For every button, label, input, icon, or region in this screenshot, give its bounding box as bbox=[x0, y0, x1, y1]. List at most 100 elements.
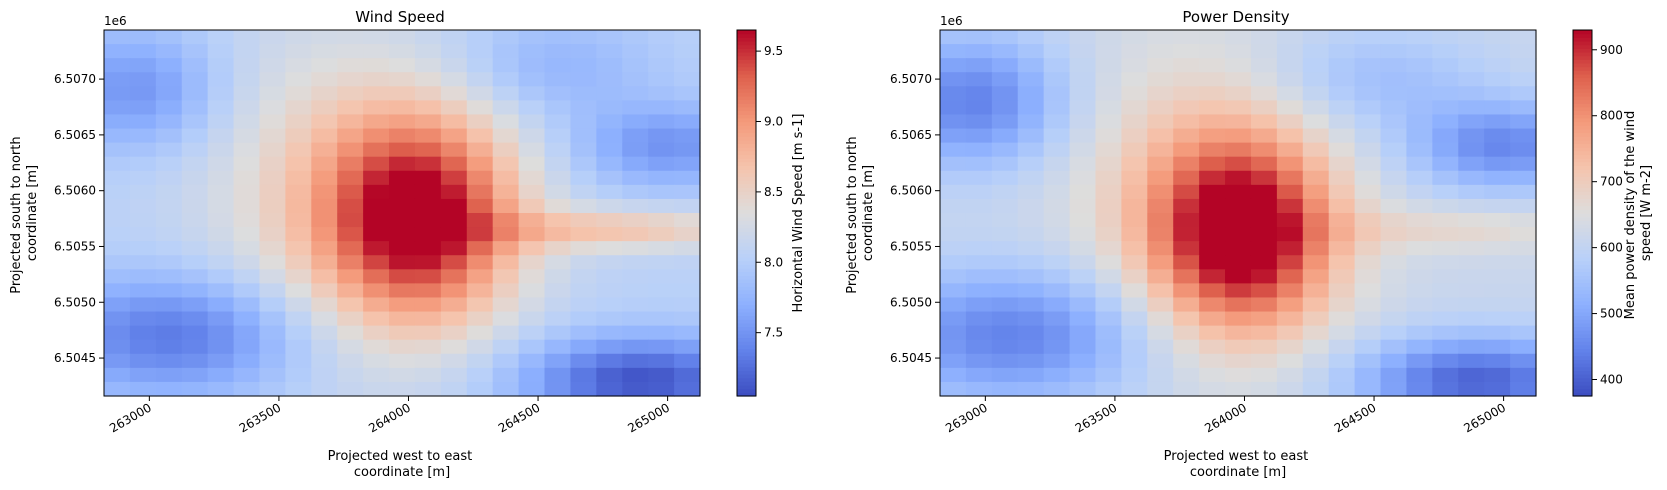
power-density-heatmap-cell bbox=[1406, 297, 1433, 313]
power-density-heatmap-cell bbox=[1484, 241, 1511, 256]
wind-speed-colorbar-label: Horizontal Wind Speed [m s-1] bbox=[791, 114, 806, 313]
power-density-heatmap-cell bbox=[1095, 353, 1122, 369]
wind-speed-heatmap-cell bbox=[389, 86, 416, 101]
power-density-heatmap-cell bbox=[1069, 381, 1097, 397]
power-density-colorbar-band bbox=[1573, 333, 1592, 339]
power-density-heatmap-cell bbox=[991, 311, 1019, 327]
power-density-heatmap-cell bbox=[1354, 283, 1382, 299]
wind-speed-heatmap-cell bbox=[363, 325, 390, 341]
wind-speed-heatmap-cell bbox=[596, 170, 623, 186]
power-density-heatmap-cell bbox=[1017, 114, 1045, 130]
power-density-heatmap-cell bbox=[1276, 283, 1304, 299]
wind-speed-heatmap-cell bbox=[207, 241, 235, 256]
power-density-heatmap-cell bbox=[1276, 241, 1304, 256]
wind-speed-heatmap-cell bbox=[518, 170, 546, 186]
power-density-heatmap-cell bbox=[1276, 381, 1304, 397]
wind-speed-heatmap-cell bbox=[337, 283, 364, 299]
power-density-heatmap-cell bbox=[1458, 269, 1485, 284]
wind-speed-heatmap-cell bbox=[674, 241, 701, 256]
wind-speed-colorbar-band bbox=[737, 223, 756, 229]
wind-speed-heatmap-cell bbox=[337, 353, 364, 369]
power-density-heatmap-cell bbox=[1432, 311, 1459, 327]
power-density-heatmap-cell bbox=[1458, 72, 1485, 87]
wind-speed-heatmap-cell bbox=[440, 367, 468, 383]
wind-speed-heatmap-cell bbox=[544, 283, 572, 299]
power-density-heatmap-cell bbox=[1069, 114, 1097, 130]
power-density-heatmap-cell bbox=[1510, 353, 1537, 369]
power-density-heatmap-cell bbox=[1302, 311, 1330, 327]
wind-speed-heatmap-cell bbox=[570, 72, 597, 87]
power-density-heatmap-cell bbox=[1380, 114, 1408, 130]
wind-speed-heatmap-cell bbox=[648, 170, 675, 186]
wind-speed-heatmap-cell bbox=[155, 100, 183, 116]
wind-speed-heatmap-cell bbox=[181, 353, 209, 369]
power-density-heatmap-cell bbox=[1380, 170, 1408, 186]
power-density-heatmap-cell bbox=[1147, 30, 1174, 45]
power-density-heatmap-cell bbox=[1250, 325, 1278, 341]
wind-speed-heatmap-cell bbox=[622, 311, 649, 327]
wind-speed-heatmap-cell bbox=[181, 156, 209, 172]
wind-speed-heatmap-cell bbox=[311, 30, 338, 45]
power-density-heatmap-cell bbox=[1199, 367, 1226, 383]
wind-speed-heatmap-cell bbox=[104, 353, 131, 369]
wind-speed-heatmap-cell bbox=[104, 311, 131, 327]
power-density-heatmap-cell bbox=[1250, 58, 1278, 73]
power-density-heatmap-cell bbox=[1225, 269, 1252, 284]
power-density-heatmap-cell bbox=[1199, 198, 1226, 214]
power-density-colorbar-band bbox=[1573, 88, 1592, 93]
wind-speed-colorbar-band bbox=[737, 183, 756, 188]
power-density-heatmap-cell bbox=[1199, 72, 1226, 87]
wind-speed-heatmap-cell bbox=[104, 381, 131, 397]
wind-speed-heatmap-cell bbox=[544, 269, 572, 284]
power-density-heatmap-cell bbox=[1017, 269, 1045, 284]
wind-speed-colorbar-tick-label: 9.5 bbox=[764, 44, 783, 58]
wind-speed-heatmap-cell bbox=[518, 156, 546, 172]
wind-speed-colorbar-band bbox=[737, 275, 756, 280]
wind-speed-heatmap-cell bbox=[155, 58, 183, 73]
wind-speed-heatmap-cell bbox=[648, 72, 675, 87]
power-density-heatmap-cell bbox=[1380, 72, 1408, 87]
wind-speed-heatmap-cell bbox=[466, 184, 494, 200]
power-density-heatmap-cell bbox=[940, 128, 967, 144]
wind-speed-heatmap-cell bbox=[466, 269, 494, 284]
power-density-heatmap-cell bbox=[1121, 86, 1148, 101]
wind-speed-heatmap-cell bbox=[104, 367, 131, 383]
wind-speed-heatmap-cell bbox=[622, 72, 649, 87]
wind-speed-colorbar-band bbox=[737, 158, 756, 163]
wind-speed-heatmap-cell bbox=[622, 367, 649, 383]
wind-speed-heatmap-cell bbox=[389, 297, 416, 313]
power-density-heatmap-cell bbox=[1121, 100, 1148, 116]
wind-speed-heatmap-cell bbox=[363, 255, 390, 270]
wind-speed-heatmap-cell bbox=[544, 339, 572, 355]
power-density-heatmap-cell bbox=[1043, 44, 1071, 59]
wind-speed-heatmap-cell bbox=[414, 86, 442, 101]
power-density-heatmap-cell bbox=[1484, 100, 1511, 116]
power-density-heatmap-cell bbox=[1458, 325, 1485, 341]
power-density-heatmap-cell bbox=[1276, 311, 1304, 327]
power-density-heatmap-cell bbox=[1510, 311, 1537, 327]
wind-speed-heatmap-cell bbox=[233, 128, 261, 144]
power-density-heatmap-cell bbox=[1328, 170, 1356, 186]
wind-speed-heatmap-cell bbox=[596, 86, 623, 101]
wind-speed-heatmap-cell bbox=[207, 213, 235, 228]
power-density-heatmap-cell bbox=[1043, 339, 1071, 355]
wind-speed-heatmap-cell bbox=[544, 44, 572, 59]
wind-speed-colorbar-band bbox=[737, 352, 756, 357]
power-density-colorbar-band bbox=[1573, 110, 1592, 115]
wind-speed-heatmap-cell bbox=[181, 325, 209, 341]
wind-speed-heatmap-cell bbox=[570, 241, 597, 256]
power-density-heatmap-cell bbox=[1380, 269, 1408, 284]
wind-speed-heatmap-cell bbox=[155, 142, 183, 158]
wind-speed-heatmap-cell bbox=[155, 170, 183, 186]
wind-speed-y-tick-label: 6.5045 bbox=[54, 351, 96, 365]
wind-speed-heatmap-cell bbox=[466, 367, 494, 383]
power-density-heatmap-cell bbox=[1302, 283, 1330, 299]
power-density-heatmap-cell bbox=[940, 297, 967, 313]
wind-speed-heatmap-cell bbox=[129, 297, 157, 313]
power-density-heatmap-cell bbox=[1121, 227, 1148, 242]
wind-speed-heatmap-cell bbox=[181, 170, 209, 186]
power-density-heatmap-cell bbox=[1380, 100, 1408, 116]
wind-speed-heatmap-cell bbox=[363, 114, 390, 130]
wind-speed-heatmap-cell bbox=[674, 100, 701, 116]
wind-speed-heatmap-cell bbox=[259, 255, 286, 270]
